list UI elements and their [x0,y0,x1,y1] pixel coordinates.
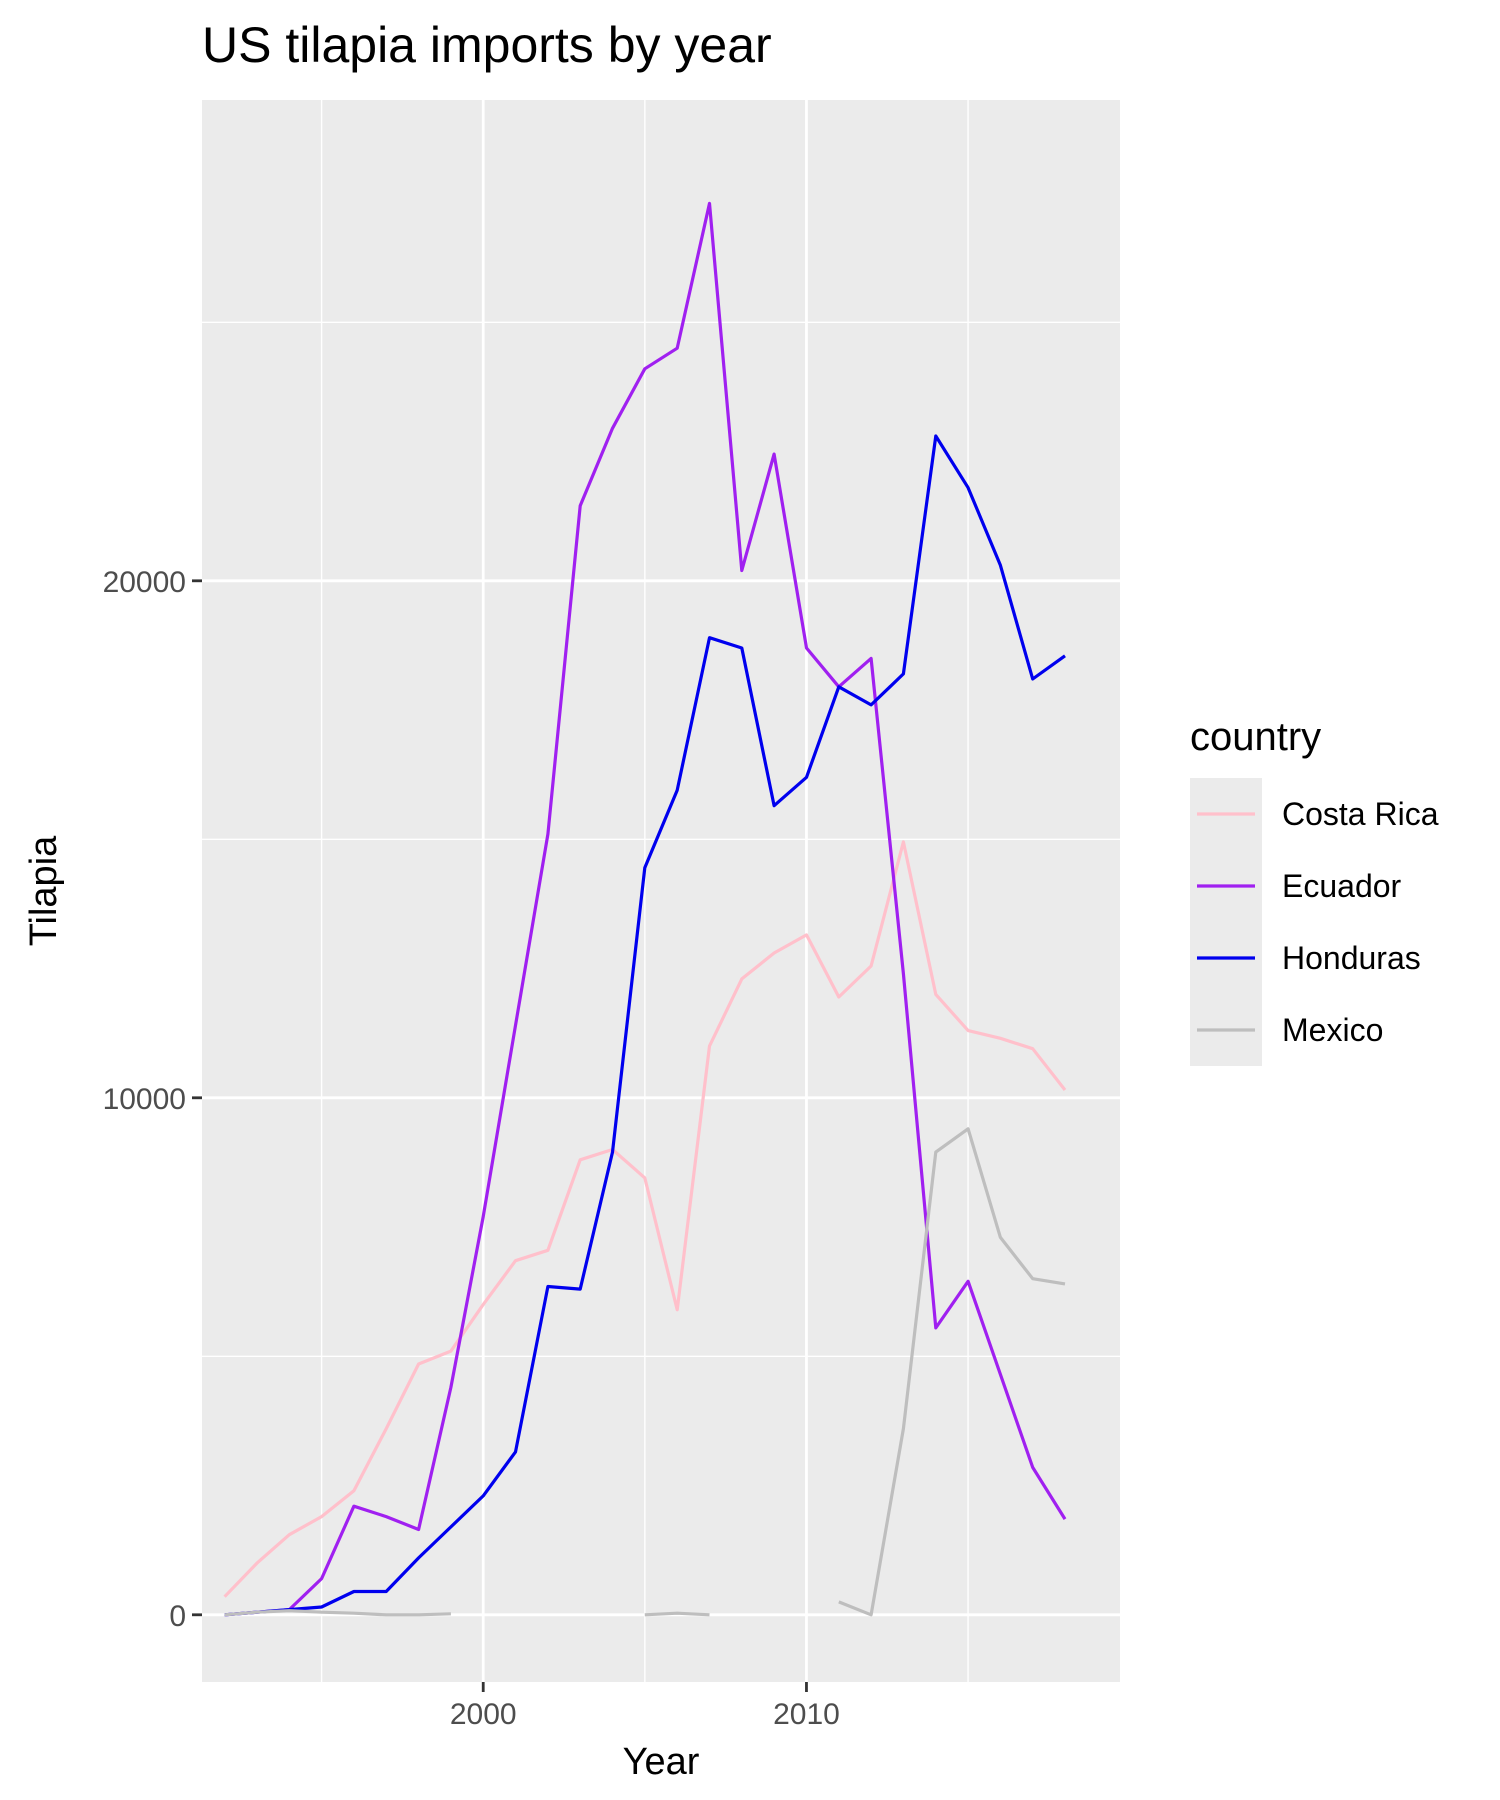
series-line-ecuador [224,201,1067,1617]
legend-title: country [1190,715,1321,759]
x-axis-title: Year [623,1741,700,1783]
series-lines [223,201,1067,1617]
series-line-mexico [644,1611,710,1617]
series-line-costa-rica [223,840,1067,1598]
y-axis: 0 10000 20000 [103,566,202,1633]
series-line-mexico [838,1127,1066,1617]
legend-keys: Costa Rica Ecuador Honduras Mexico [1190,778,1439,1066]
legend-label-honduras: Honduras [1282,940,1421,976]
plot-panel [202,100,1120,1682]
y-tick-label: 0 [169,1600,186,1633]
series-line-mexico [224,1609,451,1617]
chart-title: US tilapia imports by year [202,17,772,73]
y-axis-title: Tilapia [23,835,65,946]
legend: country Costa Rica Ecuador Honduras Mexico [1190,715,1439,1066]
x-axis: 2000 2010 [450,1682,840,1731]
legend-label-mexico: Mexico [1282,1012,1383,1048]
legend-label-ecuador: Ecuador [1282,868,1402,904]
y-tick-label: 20000 [103,566,186,599]
legend-label-costa-rica: Costa Rica [1282,796,1439,832]
grid-minor [202,100,1120,1682]
y-tick-label: 10000 [103,1083,186,1116]
x-tick-label: 2000 [450,1698,517,1731]
x-tick-label: 2010 [773,1698,840,1731]
series-line-honduras [224,434,1066,1617]
